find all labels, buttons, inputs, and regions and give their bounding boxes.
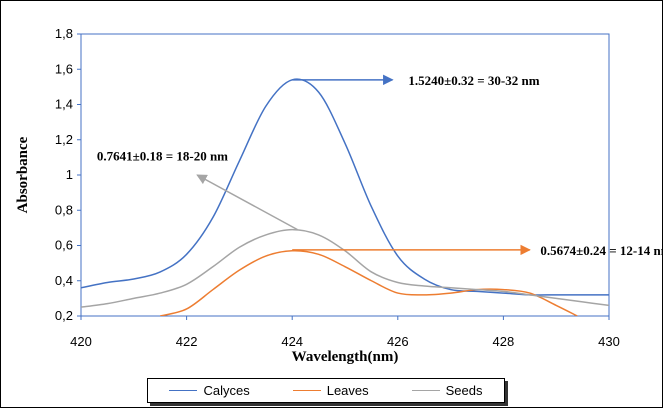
y-tick-label: 0,2 — [55, 308, 73, 323]
legend-item-seeds: Seeds — [411, 383, 483, 398]
annotation-label: 0.7641±0.18 = 18-20 nm — [97, 149, 228, 164]
legend-item-leaves: Leaves — [292, 383, 369, 398]
legend-label: Seeds — [445, 383, 483, 398]
y-tick-label: 0,6 — [55, 238, 73, 253]
y-tick-label: 1,6 — [55, 61, 73, 76]
x-tick-label: 428 — [493, 334, 515, 349]
y-tick-label: 1,2 — [55, 132, 73, 147]
legend-label: Calyces — [203, 383, 250, 398]
x-tick-label: 424 — [281, 334, 303, 349]
y-tick-label: 1 — [66, 167, 73, 182]
y-tick-label: 1,8 — [55, 26, 73, 41]
y-axis-title: Absorbance — [15, 136, 31, 213]
legend-label: Leaves — [326, 383, 369, 398]
x-tick-label: 422 — [176, 334, 198, 349]
annotation-label: 1.5240±0.32 = 30-32 nm — [408, 73, 539, 88]
x-tick-label: 430 — [598, 334, 620, 349]
plot-area — [80, 33, 610, 317]
series-group — [81, 78, 609, 316]
x-tick-label: 420 — [70, 334, 92, 349]
x-tick-label: 426 — [387, 334, 409, 349]
y-tick-label: 0,4 — [55, 273, 73, 288]
y-tick-label: 0,8 — [55, 202, 73, 217]
series-line-leaves — [160, 249, 578, 316]
x-axis-title: Wavelength(nm) — [292, 349, 399, 365]
chart-legend: Calyces Leaves Seeds — [147, 378, 505, 403]
legend-swatch — [411, 390, 440, 391]
legend-item-calyces: Calyces — [169, 383, 250, 398]
y-tick-label: 1,4 — [55, 97, 73, 112]
annotation-arrow — [196, 174, 298, 231]
legend-swatch — [292, 390, 321, 391]
series-line-seeds — [81, 228, 609, 308]
annotation-label: 0.5674±0.24 = 12-14 nm — [540, 243, 663, 258]
legend-swatch — [169, 390, 198, 391]
